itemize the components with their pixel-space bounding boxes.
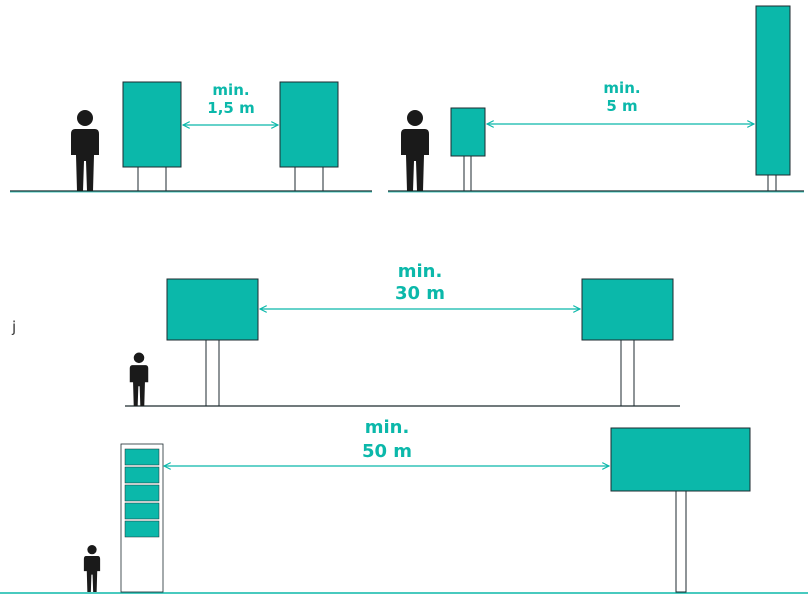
- sign-panel: [620, 339, 635, 407]
- distance-label: 5 m: [606, 97, 637, 115]
- pylon-slot: [124, 448, 160, 466]
- scene-2-min-5m: min. 5 m: [388, 5, 804, 193]
- pylon-slot: [124, 502, 160, 520]
- distance-label: 50 m: [362, 441, 412, 462]
- sign-panel: [767, 174, 777, 192]
- pylon-slot: [124, 466, 160, 484]
- stray-character: j: [12, 318, 17, 336]
- pylon-sign: [120, 443, 164, 593]
- sign-panel: [610, 427, 751, 492]
- sign-panel: [279, 81, 339, 168]
- person-icon: [83, 545, 101, 592]
- distance-label: 1,5 m: [207, 99, 254, 117]
- person-icon: [71, 110, 99, 191]
- sign-panel: [581, 278, 674, 341]
- sign-panel: [450, 107, 486, 157]
- sign-panel: [205, 339, 220, 407]
- distance-label: min.: [365, 417, 410, 438]
- sign-panel: [166, 278, 259, 341]
- distance-label: 30 m: [395, 283, 445, 304]
- distance-label: min.: [603, 79, 640, 97]
- person-icon: [401, 110, 429, 191]
- sign-panel: [122, 81, 182, 168]
- sign-panel: [137, 166, 167, 192]
- person-icon: [129, 352, 149, 406]
- distance-label: min.: [212, 81, 249, 99]
- sign-panel: [463, 155, 472, 192]
- sign-panel: [294, 166, 324, 192]
- scene-3-min-30m: min. 30 m: [125, 261, 680, 407]
- scene-4-min-50m: min. 50 m: [0, 417, 808, 594]
- pylon-slot: [124, 484, 160, 502]
- scene-1-min-1-5m: min. 1,5 m: [10, 81, 372, 193]
- pylon-slot: [124, 520, 160, 538]
- sign-panel: [675, 490, 687, 593]
- sign-panel: [755, 5, 791, 176]
- distance-label: min.: [398, 261, 443, 282]
